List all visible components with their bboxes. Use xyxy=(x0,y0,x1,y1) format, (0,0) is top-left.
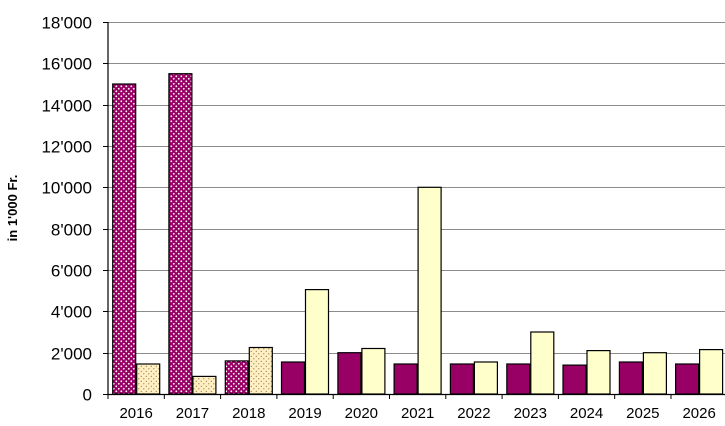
y-tick-label: 18'000 xyxy=(41,14,92,33)
bar-2016-series-2 xyxy=(136,363,161,395)
bar-2025-series-2 xyxy=(642,352,668,395)
bar-2018-series-2 xyxy=(248,346,273,395)
bar-2020-series-2 xyxy=(361,347,386,395)
axes xyxy=(103,22,725,399)
bar-2023-series-2 xyxy=(530,331,555,395)
bar-2017-series-2 xyxy=(192,375,217,395)
y-tick-label: 2'000 xyxy=(51,345,92,364)
y-tick-label: 16'000 xyxy=(41,55,92,74)
y-tick-label: 4'000 xyxy=(51,303,92,322)
bar-2018-series-1 xyxy=(224,360,249,395)
y-tick-label: 0 xyxy=(83,386,92,405)
bar-2016-series-1 xyxy=(112,83,137,395)
x-tick-label: 2020 xyxy=(345,405,378,421)
bar-2017-series-1 xyxy=(168,73,193,395)
bar-2021-series-2 xyxy=(417,186,442,395)
x-tick-label: 2023 xyxy=(514,405,547,421)
bar-2022-series-2 xyxy=(473,361,498,395)
x-tick-label: 2025 xyxy=(626,405,659,421)
y-axis-label: in 1'000 Fr. xyxy=(5,175,20,242)
x-tick-label: 2016 xyxy=(119,405,152,421)
x-tick-label: 2026 xyxy=(682,405,715,421)
gridlines xyxy=(108,22,725,354)
bar-2022-series-1 xyxy=(449,363,474,395)
x-tick-label: 2019 xyxy=(288,405,321,421)
y-tick-label: 8'000 xyxy=(51,221,92,240)
x-tick-labels: 2016 2017 2018 2019 2020 2021 2022 2023 2024 2025… xyxy=(119,405,715,422)
x-tick-label: 2021 xyxy=(401,405,434,421)
bar-2025-series-1 xyxy=(618,361,644,395)
x-tick-label: 2024 xyxy=(570,405,603,421)
x-tick-label: 2022 xyxy=(457,405,490,421)
y-tick-label: 10'000 xyxy=(41,179,92,198)
x-tick-label: 2018 xyxy=(232,405,265,421)
bar-2026-series-2 xyxy=(698,349,724,395)
bar-2021-series-1 xyxy=(393,363,418,395)
bar-2019-series-1 xyxy=(280,361,306,395)
bar-2024-series-2 xyxy=(586,350,611,395)
y-tick-label: 14'000 xyxy=(41,97,92,116)
bar-2019-series-2 xyxy=(304,289,330,395)
y-tick-label: 6'000 xyxy=(51,262,92,281)
bar-2023-series-1 xyxy=(506,363,531,395)
bar-2026-series-1 xyxy=(674,363,700,395)
y-tick-labels: 0 2'000 4'000 6'000 8'000 10'000 12'000 14'000 1… xyxy=(41,14,92,405)
bars xyxy=(112,73,724,395)
bar-2024-series-1 xyxy=(562,364,587,395)
x-tick-label: 2017 xyxy=(176,405,209,421)
y-tick-label: 12'000 xyxy=(41,138,92,157)
bar-2020-series-1 xyxy=(337,352,362,395)
